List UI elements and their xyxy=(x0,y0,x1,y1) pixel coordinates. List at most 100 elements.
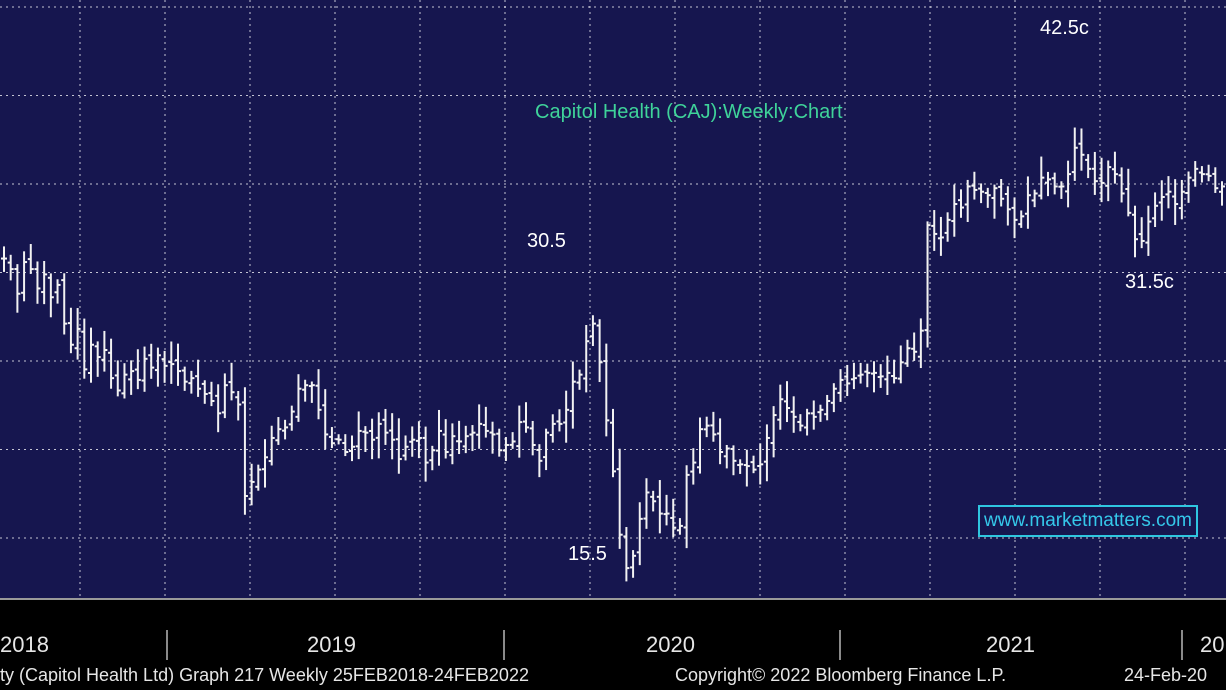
price-bar xyxy=(917,318,924,369)
price-bar xyxy=(1198,166,1205,183)
price-bar xyxy=(1158,180,1165,221)
price-bar xyxy=(456,420,463,455)
price-bar xyxy=(1132,205,1138,258)
price-bar xyxy=(201,380,208,404)
price-bar xyxy=(676,518,683,535)
price-bar xyxy=(328,427,335,449)
price-bar xyxy=(255,464,262,491)
price-bar xyxy=(837,369,844,402)
price-bar xyxy=(1024,176,1031,229)
price-bar xyxy=(241,387,248,515)
price-bar xyxy=(67,307,74,354)
price-bar xyxy=(462,425,469,454)
price-bar xyxy=(1071,127,1078,181)
x-tick-label: 2019 xyxy=(307,632,356,657)
x-tick-label: 2018 xyxy=(0,632,49,657)
price-bar xyxy=(864,363,871,388)
annotation-label: 42.5c xyxy=(1040,17,1089,39)
price-bar xyxy=(616,448,623,549)
price-bar xyxy=(1045,171,1051,197)
price-bar xyxy=(897,345,904,384)
price-bar xyxy=(469,425,476,452)
price-bar xyxy=(409,426,416,457)
price-bar xyxy=(1,246,7,272)
footer-bar: ty (Capitol Health Ltd) Graph 217 Weekly… xyxy=(0,660,1226,690)
price-bar xyxy=(47,273,54,318)
price-bar xyxy=(630,550,637,578)
price-bar xyxy=(1098,157,1105,203)
footer-left: ty (Capitol Health Ltd) Graph 217 Weekly… xyxy=(0,665,529,685)
price-bar xyxy=(1085,154,1092,179)
price-bar xyxy=(1031,189,1038,208)
price-bar xyxy=(844,364,851,397)
price-bar xyxy=(429,445,436,471)
price-bar xyxy=(703,416,710,438)
price-bar xyxy=(1172,179,1179,225)
price-bar xyxy=(1192,161,1199,187)
price-bar xyxy=(148,343,155,379)
price-bar xyxy=(603,343,610,437)
price-bar xyxy=(322,389,329,450)
price-bar xyxy=(161,350,168,383)
price-bar xyxy=(395,418,402,474)
price-bar xyxy=(763,424,770,482)
price-bar xyxy=(1165,176,1172,209)
price-bar xyxy=(369,418,376,460)
price-bar xyxy=(1105,160,1112,202)
x-axis-divider xyxy=(503,630,505,660)
price-bar xyxy=(88,327,94,383)
price-bar xyxy=(523,402,529,433)
price-bar xyxy=(784,381,790,423)
chart-svg xyxy=(0,0,1226,598)
price-bar xyxy=(496,428,503,457)
price-bar xyxy=(810,400,817,430)
price-bar xyxy=(583,324,590,393)
x-axis-divider xyxy=(166,630,168,660)
price-bar xyxy=(924,221,931,348)
price-bar xyxy=(984,187,991,208)
price-bar xyxy=(382,408,389,445)
price-bars xyxy=(1,127,1225,582)
price-bar xyxy=(449,423,456,465)
price-bar xyxy=(978,183,985,204)
price-bar xyxy=(175,343,181,386)
price-bar xyxy=(101,330,108,372)
price-bar xyxy=(355,411,362,460)
price-bar xyxy=(656,480,663,534)
x-tick-label: 20 xyxy=(1200,632,1225,657)
price-bar xyxy=(302,379,309,402)
price-bar xyxy=(235,391,242,421)
annotation-label: 15.5 xyxy=(568,543,607,565)
price-bar xyxy=(1051,172,1058,195)
price-bar xyxy=(529,420,536,456)
price-bar xyxy=(134,349,141,390)
price-bar xyxy=(154,347,161,387)
price-bar xyxy=(1065,160,1072,208)
price-bar xyxy=(1011,197,1018,239)
price-bar xyxy=(830,383,837,413)
price-bar xyxy=(415,421,422,459)
price-bar xyxy=(516,405,523,458)
x-axis-divider xyxy=(839,630,841,660)
price-bar xyxy=(797,414,804,432)
price-bar xyxy=(436,409,442,466)
price-bar xyxy=(108,338,115,389)
price-bar xyxy=(817,404,824,422)
price-bar xyxy=(509,432,516,449)
price-bar xyxy=(543,428,550,471)
price-bar xyxy=(489,421,496,454)
price-bar xyxy=(362,426,369,452)
price-bar xyxy=(248,463,255,506)
x-axis: 2018 2019 2020 2021 20 xyxy=(0,598,1226,662)
price-bar xyxy=(877,364,884,388)
price-bar xyxy=(1205,164,1212,182)
price-bar xyxy=(295,374,302,422)
price-bar xyxy=(188,370,195,394)
price-bar xyxy=(315,369,322,420)
price-bar xyxy=(168,341,175,384)
price-bar xyxy=(911,332,918,361)
price-bar xyxy=(34,261,41,304)
price-bar xyxy=(804,408,811,436)
price-bar xyxy=(262,439,268,488)
